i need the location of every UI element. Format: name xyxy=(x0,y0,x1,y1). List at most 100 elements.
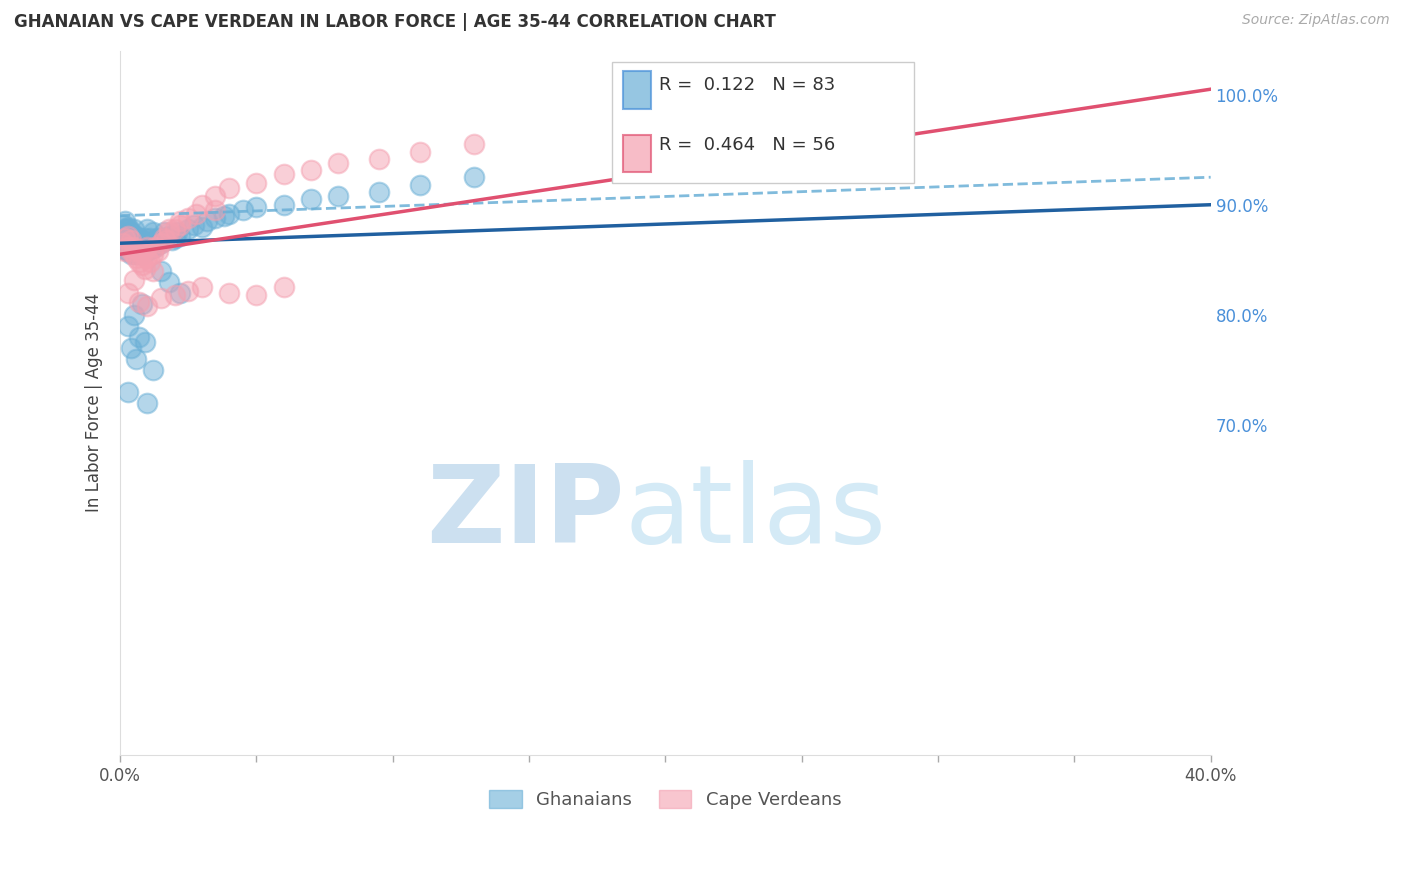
Point xyxy=(122,236,145,251)
Point xyxy=(149,264,172,278)
Point xyxy=(111,225,134,239)
Point xyxy=(149,291,172,305)
Point xyxy=(145,239,167,253)
Point xyxy=(122,308,145,322)
Point xyxy=(463,137,485,152)
Point xyxy=(134,261,156,276)
Text: GHANAIAN VS CAPE VERDEAN IN LABOR FORCE | AGE 35-44 CORRELATION CHART: GHANAIAN VS CAPE VERDEAN IN LABOR FORCE … xyxy=(14,13,776,31)
Point xyxy=(125,228,148,243)
Point xyxy=(166,225,188,239)
Point xyxy=(149,236,172,251)
Point xyxy=(169,285,191,300)
Point xyxy=(409,145,432,159)
Point xyxy=(122,239,145,253)
Point xyxy=(212,209,235,223)
Point xyxy=(218,285,240,300)
Point xyxy=(128,244,150,258)
Point xyxy=(163,231,186,245)
Point xyxy=(136,251,159,265)
Point xyxy=(114,214,136,228)
Point xyxy=(125,233,148,247)
Point xyxy=(157,228,180,243)
Point xyxy=(114,231,136,245)
Point xyxy=(139,231,162,245)
Point xyxy=(122,222,145,236)
Point xyxy=(117,236,139,251)
Point xyxy=(125,242,148,256)
Point xyxy=(157,225,180,239)
Text: R =  0.464   N = 56: R = 0.464 N = 56 xyxy=(659,136,835,154)
Point xyxy=(125,351,148,366)
Point xyxy=(177,284,200,298)
Point xyxy=(157,222,180,236)
Point xyxy=(218,206,240,220)
Point xyxy=(191,280,214,294)
Point xyxy=(111,218,134,232)
Point xyxy=(122,239,145,253)
Point xyxy=(114,242,136,256)
Point xyxy=(117,228,139,243)
Point xyxy=(245,200,267,214)
Point xyxy=(139,255,162,269)
Point xyxy=(131,247,153,261)
Point xyxy=(368,185,391,199)
Point xyxy=(122,247,145,261)
Point xyxy=(136,239,159,253)
Point xyxy=(120,247,142,261)
Point xyxy=(195,214,218,228)
Point xyxy=(131,247,153,261)
Point xyxy=(183,218,205,232)
Point xyxy=(128,255,150,269)
Point xyxy=(155,231,177,245)
Point xyxy=(120,341,142,355)
Point xyxy=(152,233,174,247)
Point xyxy=(139,242,162,256)
Point xyxy=(136,396,159,410)
Point xyxy=(131,233,153,247)
Point xyxy=(120,233,142,247)
Point xyxy=(245,288,267,302)
Point xyxy=(191,198,214,212)
Point xyxy=(128,239,150,253)
Point xyxy=(169,218,191,232)
Point xyxy=(120,242,142,256)
Point xyxy=(163,288,186,302)
Point xyxy=(131,244,153,258)
Legend: Ghanaians, Cape Verdeans: Ghanaians, Cape Verdeans xyxy=(482,782,849,816)
Point xyxy=(152,231,174,245)
Point xyxy=(131,258,153,272)
Point xyxy=(120,225,142,239)
Point xyxy=(117,219,139,234)
Point xyxy=(146,231,169,245)
Point xyxy=(409,178,432,192)
Point xyxy=(273,280,295,294)
Text: R =  0.122   N = 83: R = 0.122 N = 83 xyxy=(659,76,835,94)
Point xyxy=(114,244,136,258)
Point xyxy=(218,181,240,195)
Point xyxy=(131,297,153,311)
Point xyxy=(204,203,226,218)
Point xyxy=(191,219,214,234)
Point xyxy=(134,335,156,350)
Point xyxy=(114,222,136,236)
Point xyxy=(326,189,349,203)
Point xyxy=(273,198,295,212)
Point xyxy=(160,233,183,247)
Point xyxy=(125,242,148,256)
Point xyxy=(142,264,165,278)
Point xyxy=(111,242,134,256)
Point xyxy=(245,176,267,190)
Point xyxy=(125,247,148,261)
Point xyxy=(299,162,322,177)
Point xyxy=(120,244,142,258)
Point xyxy=(163,222,186,236)
Point xyxy=(128,294,150,309)
Point xyxy=(122,244,145,258)
Point xyxy=(128,330,150,344)
Text: atlas: atlas xyxy=(624,460,886,566)
Point xyxy=(326,156,349,170)
Point xyxy=(177,222,200,236)
Point xyxy=(204,211,226,225)
Point xyxy=(134,239,156,253)
Point xyxy=(186,206,208,220)
